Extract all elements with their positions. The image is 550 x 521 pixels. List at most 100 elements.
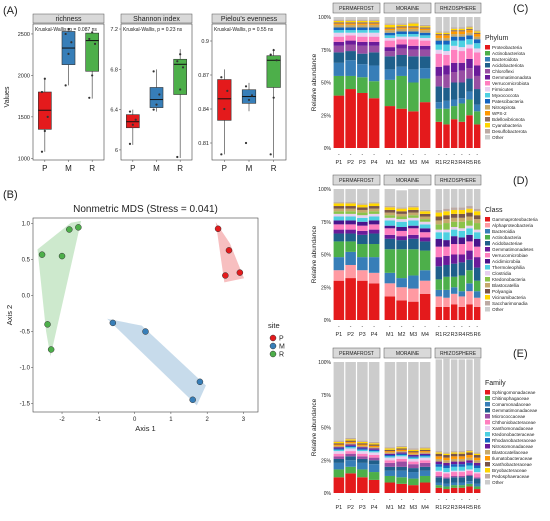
bar-segment	[443, 486, 450, 490]
y-tick-label: 2500	[18, 32, 30, 38]
data-point	[40, 90, 44, 94]
bar-segment	[419, 32, 431, 36]
bar-segment	[384, 457, 396, 461]
bar-segment	[473, 17, 481, 31]
bar-segment	[419, 475, 431, 483]
legend-swatch	[485, 63, 490, 68]
bar-segment	[419, 102, 431, 148]
bar-segment	[345, 89, 356, 148]
bar-segment	[435, 121, 443, 148]
bar-segment	[368, 17, 380, 20]
bar-segment	[396, 24, 407, 27]
facet-title: PERMAFROST	[339, 351, 374, 357]
x-tick-label: R3	[451, 332, 458, 338]
bar-segment	[419, 40, 431, 46]
bar-segment	[333, 224, 345, 230]
bar-segment	[357, 17, 368, 20]
bar-segment	[345, 456, 356, 461]
bar-segment	[333, 24, 345, 28]
bar-segment	[345, 19, 356, 21]
bar-segment	[466, 291, 473, 305]
bar-segment	[450, 229, 458, 237]
bar-segment	[466, 206, 473, 209]
bar-segment	[357, 212, 368, 216]
bar-segment	[443, 276, 450, 290]
bar-segment	[466, 30, 473, 33]
x-tick-label: M1	[386, 332, 394, 338]
bar-segment	[473, 460, 481, 463]
y-tick-label: 75%	[321, 220, 332, 226]
bar-segment	[368, 451, 380, 453]
x-tick-label: R1	[435, 160, 442, 166]
facet-strip	[332, 174, 381, 186]
panel-c: (C)Relative abundance0%25%50%75%100%PERM…	[311, 2, 532, 166]
legend-label: Alphaproteobacteria	[492, 223, 534, 228]
bar-segment	[443, 477, 450, 479]
bar-segment	[450, 72, 458, 83]
y-tick-label: -1.5	[20, 401, 31, 407]
bar-segment	[458, 228, 466, 231]
bar-segment	[345, 229, 356, 234]
bar-segment	[357, 64, 368, 78]
bar-segment	[384, 37, 396, 41]
legend-label: Ktedonobacteria	[492, 277, 526, 282]
bar-segment	[396, 483, 407, 493]
bar-segment	[384, 32, 396, 36]
bar-segment	[458, 452, 466, 454]
x-tick: -	[446, 152, 448, 158]
bar-segment	[458, 306, 466, 320]
bar-segment	[473, 215, 481, 220]
facet-strip	[434, 174, 482, 186]
x-tick-label: M2	[398, 160, 406, 166]
bar-segment	[345, 206, 356, 209]
data-point	[88, 37, 91, 41]
bar-segment	[450, 453, 458, 457]
bar-segment	[345, 441, 356, 444]
bar-segment	[419, 228, 431, 233]
bar-segment	[435, 487, 443, 493]
bar-segment	[419, 462, 431, 467]
y-tick-label: 0%	[324, 146, 332, 152]
legend-swatch	[485, 390, 490, 395]
data-point	[220, 76, 223, 79]
bar-segment	[450, 49, 458, 63]
bar-segment	[357, 234, 368, 245]
bar-segment	[419, 270, 431, 281]
bar-segment	[458, 28, 466, 31]
bar-segment	[357, 189, 368, 204]
bar-segment	[435, 296, 443, 307]
y-tick-label: 0.87	[198, 73, 209, 79]
legend-swatch	[485, 265, 490, 270]
bar-segment	[435, 470, 443, 473]
bar-facet: RHIZOSPHERE-R1-R2-R3-R4-R5-R6	[434, 2, 482, 166]
bar-segment	[384, 28, 396, 31]
bar-segment	[384, 234, 396, 239]
bar-segment	[396, 461, 407, 467]
bar-segment	[384, 220, 396, 226]
bar-segment	[450, 304, 458, 320]
x-tick-label: 1	[169, 417, 173, 423]
legend-label: Pedosphaeraceae	[492, 474, 530, 479]
bar-segment	[473, 229, 481, 233]
bar-segment	[458, 237, 466, 245]
bar-segment	[396, 445, 407, 448]
bar-segment	[396, 211, 407, 214]
bar-segment	[384, 238, 396, 250]
bar-segment	[357, 445, 368, 448]
bar-segment	[396, 23, 407, 25]
bar-segment	[458, 221, 466, 229]
bar-segment	[408, 22, 419, 24]
bar-segment	[435, 279, 443, 290]
bar-segment	[396, 362, 407, 446]
facet-strip	[383, 2, 432, 14]
bar-segment	[419, 362, 431, 448]
legend-swatch	[485, 217, 490, 222]
bar-segment	[450, 28, 458, 31]
bar-segment	[384, 447, 396, 449]
bar-segment	[443, 462, 450, 466]
x-tick: -	[373, 324, 375, 330]
bar-segment	[458, 244, 466, 255]
panel-e: (E)Relative abundance0%25%50%75%100%PERM…	[311, 347, 538, 511]
bar-segment	[368, 272, 380, 284]
bar-segment	[458, 477, 466, 483]
